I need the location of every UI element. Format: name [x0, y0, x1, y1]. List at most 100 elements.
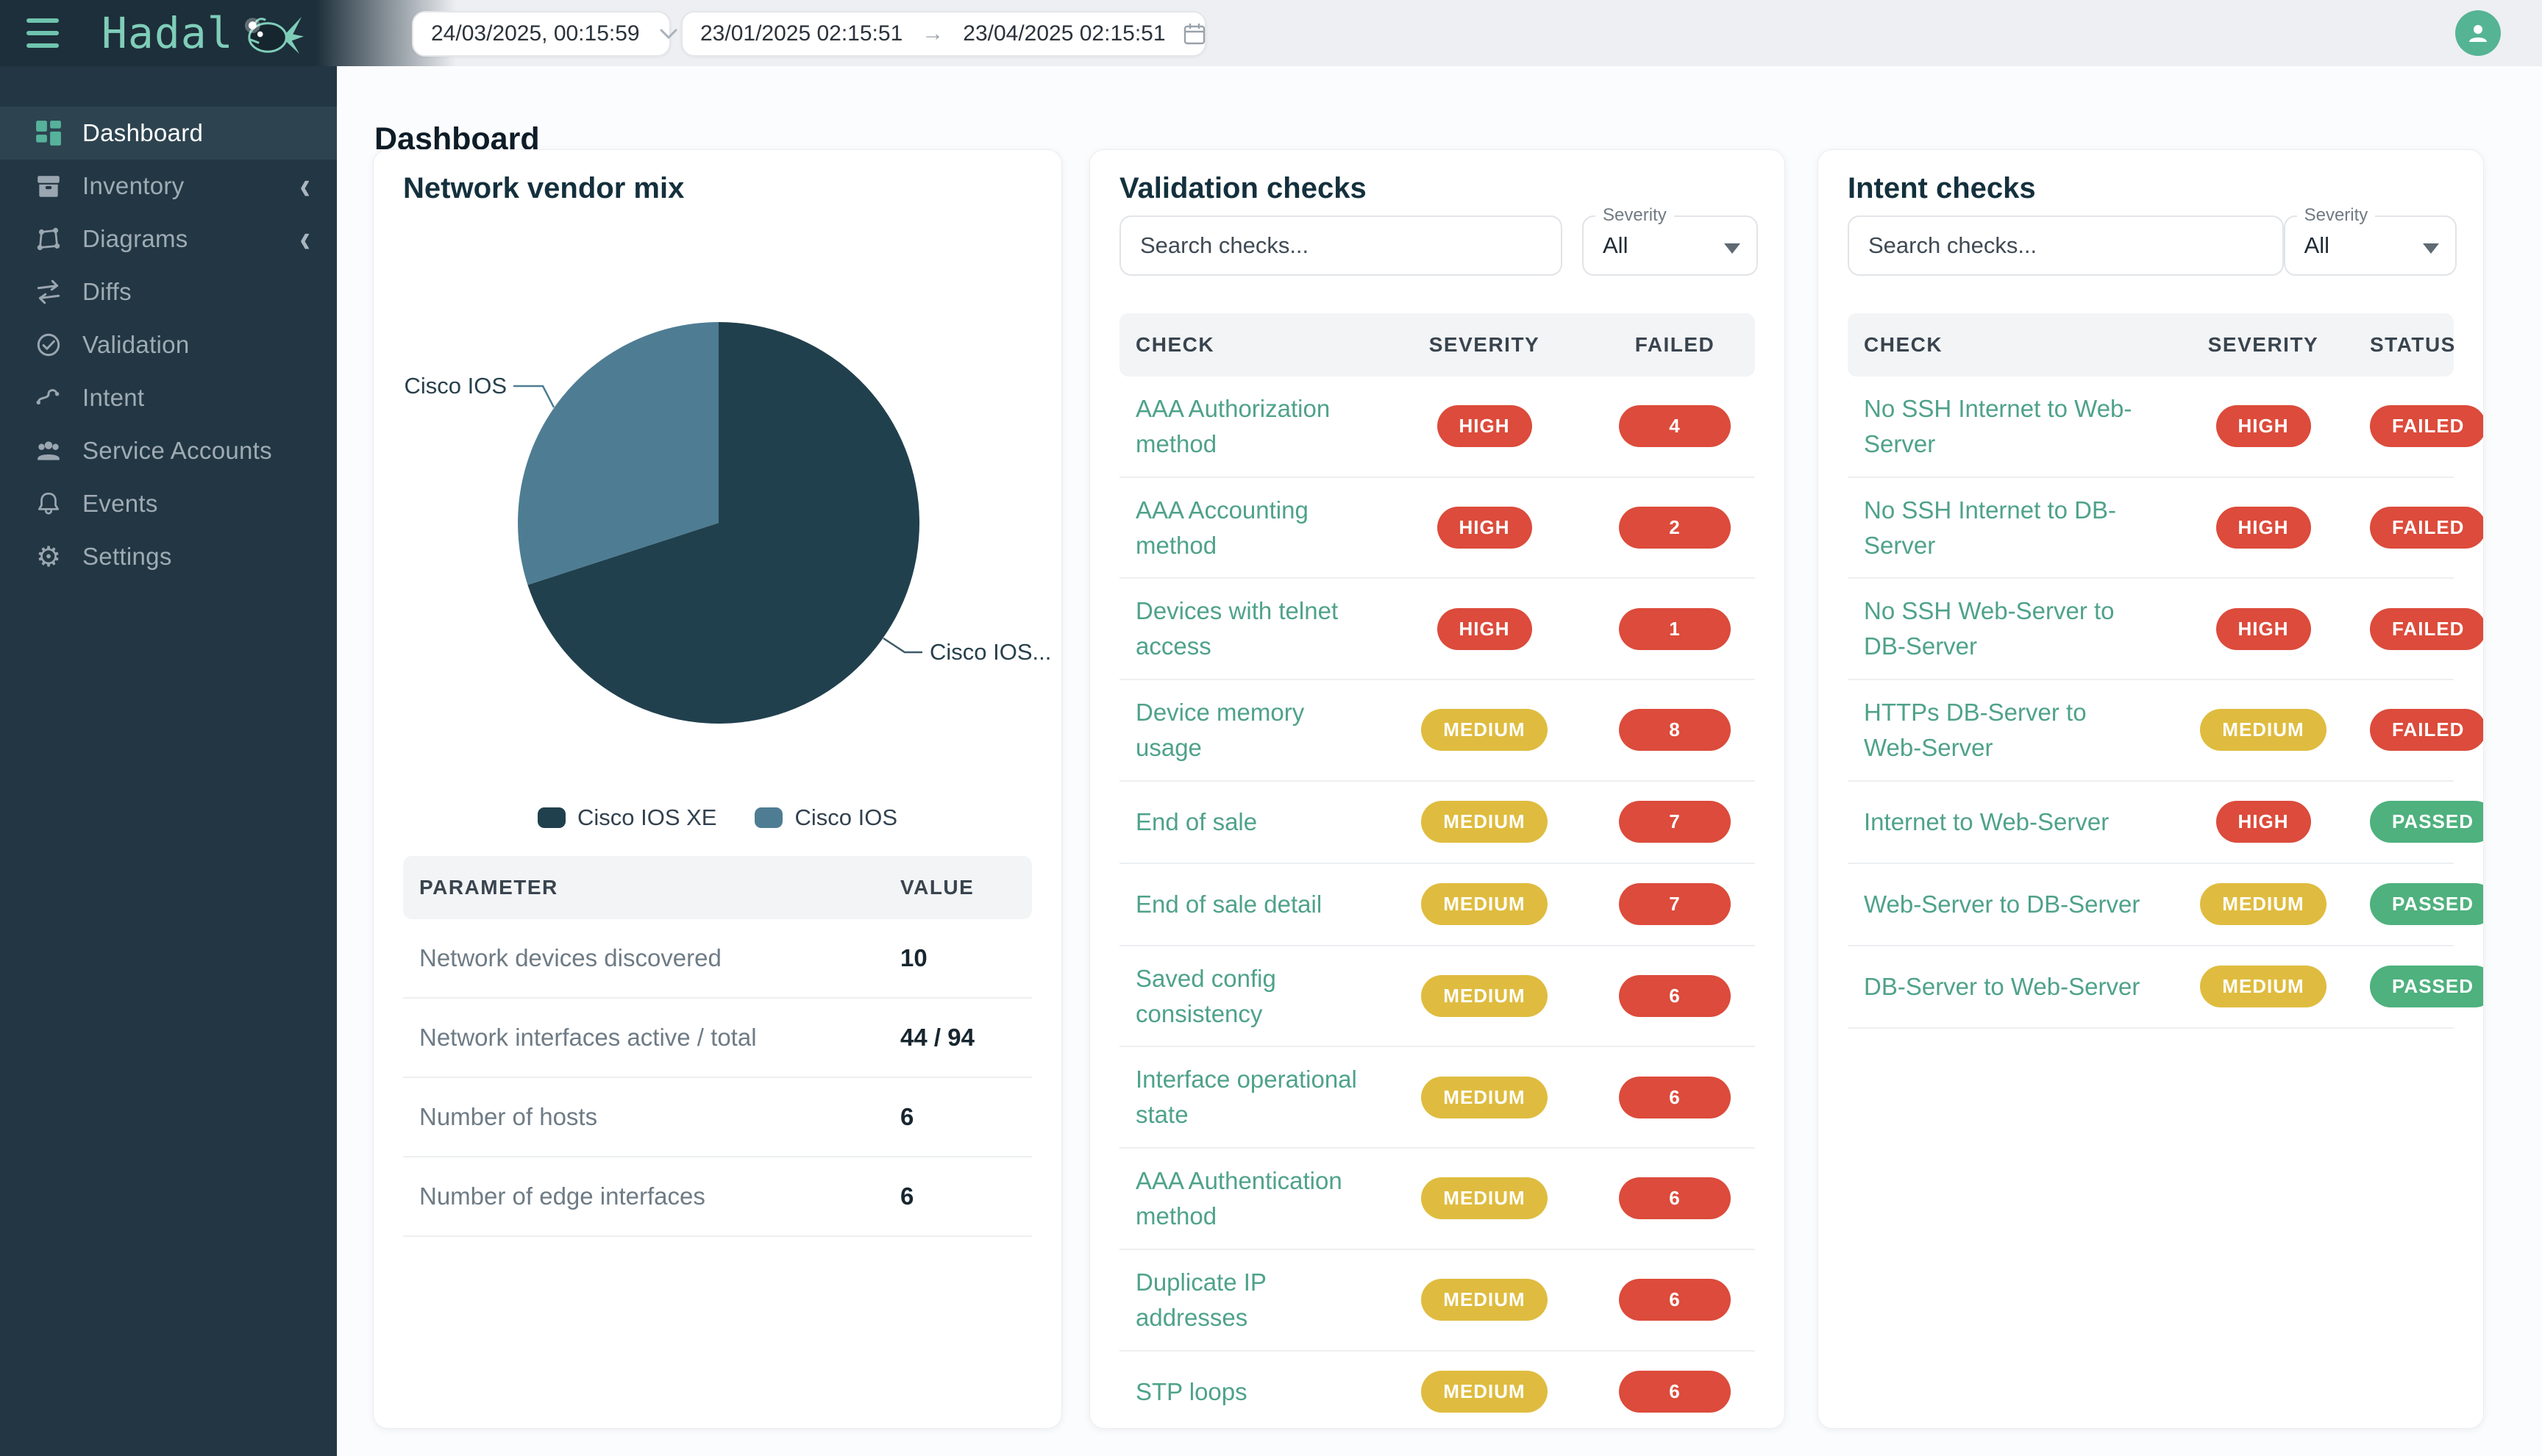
severity-badge: HIGH	[2215, 801, 2311, 843]
user-avatar[interactable]	[2455, 10, 2501, 56]
check-link[interactable]: No SSH Internet to DB-Server	[1864, 496, 2116, 559]
card-title: Intent checks	[1848, 172, 2036, 204]
chevron-left-icon: ‹	[299, 217, 310, 260]
table-row: Number of hosts 6	[403, 1078, 1032, 1157]
parameters-table-body: Network devices discovered 10 Network in…	[403, 919, 1032, 1237]
legend-item-cisco-ios: Cisco IOS	[755, 804, 897, 831]
hamburger-menu-icon[interactable]	[26, 18, 59, 48]
sidebar-item-diffs[interactable]: Diffs	[0, 265, 337, 318]
parameters-table-header: PARAMETER VALUE	[403, 856, 1032, 919]
table-row: AAA Accounting method HIGH 2	[1119, 478, 1755, 579]
failed-count-badge: 1	[1619, 607, 1731, 650]
table-row: AAA Authorization method HIGH 4	[1119, 377, 1755, 478]
check-circle-icon	[34, 330, 63, 360]
sidebar-item-settings[interactable]: ⚙ Settings	[0, 530, 337, 583]
parameter-value: 10	[900, 944, 928, 971]
failed-count-badge: 8	[1619, 709, 1731, 752]
intent-severity-select[interactable]: Severity All	[2283, 205, 2457, 276]
check-link[interactable]: No SSH Web-Server to DB-Server	[1864, 597, 2115, 660]
check-link[interactable]: AAA Authentication method	[1136, 1167, 1342, 1230]
date-range-picker[interactable]: 23/01/2025 02:15:51 → 23/04/2025 02:15:5…	[681, 11, 1206, 57]
sidebar-item-diagrams[interactable]: Diagrams ‹	[0, 213, 337, 265]
datetime-select[interactable]: 24/03/2025, 00:15:59	[412, 11, 677, 57]
users-icon	[34, 436, 63, 465]
check-link[interactable]: Device memory usage	[1136, 699, 1305, 761]
chevron-left-icon: ‹	[299, 164, 310, 207]
parameter-label: Number of hosts	[419, 1103, 598, 1130]
sidebar-item-label: Service Accounts	[82, 437, 272, 464]
parameter-label: Network interfaces active / total	[419, 1024, 757, 1051]
status-badge: FAILED	[2370, 405, 2483, 448]
severity-badge: HIGH	[1436, 607, 1532, 650]
validation-severity-select[interactable]: Severity All	[1582, 205, 1758, 276]
range-end-value: 23/04/2025 02:15:51	[963, 21, 1166, 46]
dashboard-grid-icon	[34, 118, 63, 148]
legend-swatch	[755, 807, 783, 828]
legend-swatch	[537, 807, 566, 828]
legend-label: Cisco IOS XE	[577, 804, 717, 830]
sidebar-item-events[interactable]: Events	[0, 477, 337, 530]
check-link[interactable]: Internet to Web-Server	[1864, 807, 2110, 835]
parameter-value: 6	[900, 1182, 914, 1210]
table-row: End of sale detail MEDIUM 7	[1119, 864, 1755, 946]
check-link[interactable]: Duplicate IP addresses	[1136, 1268, 1267, 1331]
column-header-check: CHECK	[1136, 333, 1215, 356]
sidebar-item-inventory[interactable]: Inventory ‹	[0, 160, 337, 213]
severity-badge: MEDIUM	[2200, 966, 2326, 1008]
status-badge: PASSED	[2370, 883, 2483, 926]
sidebar-item-dashboard[interactable]: Dashboard	[0, 107, 337, 160]
range-start-value: 23/01/2025 02:15:51	[700, 21, 903, 46]
table-row: Saved config consistency MEDIUM 6	[1119, 946, 1755, 1048]
check-link[interactable]: Saved config consistency	[1136, 964, 1276, 1027]
table-row: Internet to Web-Server HIGH PASSED	[1848, 782, 2483, 864]
table-row: Devices with telnet access HIGH 1	[1119, 579, 1755, 681]
app-logo[interactable]: Hadal	[102, 6, 306, 60]
failed-count-badge: 6	[1619, 975, 1731, 1018]
table-row: AAA Authentication method MEDIUM 6	[1119, 1149, 1755, 1250]
card-title: Network vendor mix	[403, 172, 685, 204]
severity-badge: HIGH	[1436, 507, 1532, 549]
table-row: No SSH Web-Server to DB-Server HIGH FAIL…	[1848, 579, 2483, 681]
check-link[interactable]: Interface operational state	[1136, 1066, 1357, 1129]
sidebar-item-service-accounts[interactable]: Service Accounts	[0, 424, 337, 477]
intent-table-body: No SSH Internet to Web-Server HIGH FAILE…	[1848, 377, 2483, 1029]
check-link[interactable]: Devices with telnet access	[1136, 597, 1339, 660]
check-link[interactable]: AAA Authorization method	[1136, 395, 1331, 457]
parameter-label: Number of edge interfaces	[419, 1182, 705, 1210]
column-header-severity: SEVERITY	[1428, 333, 1540, 356]
sidebar-item-label: Diagrams	[82, 225, 188, 252]
check-link[interactable]: No SSH Internet to Web-Server	[1864, 395, 2132, 457]
pie-slice-cisco-ios[interactable]	[518, 322, 719, 585]
pie-callout-left: Cisco IOS	[404, 373, 507, 399]
bell-icon	[34, 489, 63, 518]
pie-slice-cisco-ios-xe[interactable]	[527, 322, 920, 724]
intent-search-input[interactable]	[1848, 215, 2284, 276]
table-row: Interface operational state MEDIUM 6	[1119, 1047, 1755, 1149]
validation-table-body: AAA Authorization method HIGH 4 AAA Acco…	[1119, 377, 1755, 1428]
intent-controls: Severity All	[1848, 205, 2457, 276]
check-link[interactable]: End of sale detail	[1136, 890, 1322, 918]
card-title: Validation checks	[1119, 172, 1367, 204]
sidebar-item-validation[interactable]: Validation	[0, 318, 337, 371]
severity-badge: HIGH	[2215, 507, 2311, 549]
check-link[interactable]: STP loops	[1136, 1377, 1247, 1405]
failed-count-badge: 6	[1619, 1371, 1731, 1413]
legend-label: Cisco IOS	[794, 804, 898, 830]
validation-search-input[interactable]	[1119, 215, 1562, 276]
parameter-value: 44 / 94	[900, 1024, 975, 1051]
check-link[interactable]: AAA Accounting method	[1136, 496, 1309, 559]
sidebar-item-intent[interactable]: Intent	[0, 371, 337, 424]
check-link[interactable]: DB-Server to Web-Server	[1864, 972, 2140, 1000]
check-link[interactable]: HTTPs DB-Server to Web-Server	[1864, 699, 2087, 761]
column-header-status: STATUS	[2370, 333, 2456, 356]
sidebar-item-label: Settings	[82, 543, 172, 570]
check-link[interactable]: Web-Server to DB-Server	[1864, 890, 2140, 918]
severity-badge: HIGH	[2215, 405, 2311, 448]
check-link[interactable]: End of sale	[1136, 807, 1258, 835]
dropdown-arrow-icon	[2423, 243, 2439, 254]
failed-count-badge: 2	[1619, 507, 1731, 549]
intent-checks-card: Intent checks Severity All CHECK SEVERIT…	[1818, 149, 2484, 1429]
diff-arrows-icon	[34, 277, 63, 307]
legend-item-cisco-ios-xe: Cisco IOS XE	[537, 804, 717, 831]
callout-line-left	[513, 385, 555, 408]
